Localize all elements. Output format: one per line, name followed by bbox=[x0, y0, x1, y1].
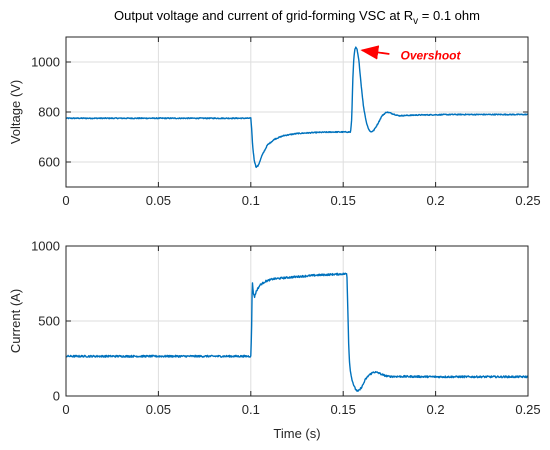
current-series-line bbox=[65, 272, 529, 392]
voltage-ytick-label: 1000 bbox=[31, 55, 60, 70]
voltage-xtick-label: 0.1 bbox=[242, 193, 260, 208]
current-xtick-label: 0.25 bbox=[515, 402, 540, 417]
voltage-ytick-label: 600 bbox=[38, 155, 60, 170]
voltage-xtick-label: 0.05 bbox=[146, 193, 171, 208]
current-xlabel: Time (s) bbox=[273, 426, 320, 441]
current-ytick-label: 500 bbox=[38, 314, 60, 329]
current-xtick-label: 0.1 bbox=[242, 402, 260, 417]
voltage-xtick-label: 0 bbox=[62, 193, 69, 208]
current-ytick-label: 1000 bbox=[31, 239, 60, 254]
current-xtick-label: 0.2 bbox=[427, 402, 445, 417]
current-xtick-label: 0.05 bbox=[146, 402, 171, 417]
voltage-series-line bbox=[65, 46, 529, 169]
current-ytick-label: 0 bbox=[53, 389, 60, 404]
voltage-xtick-label: 0.25 bbox=[515, 193, 540, 208]
voltage-xtick-label: 0.2 bbox=[427, 193, 445, 208]
current-xtick-label: 0 bbox=[62, 402, 69, 417]
voltage-title: Output voltage and current of grid-formi… bbox=[114, 8, 480, 27]
voltage-annotation-arrow bbox=[360, 45, 390, 60]
voltage-ylabel: Voltage (V) bbox=[8, 80, 23, 144]
current-ylabel: Current (A) bbox=[8, 289, 23, 353]
voltage-xtick-label: 0.15 bbox=[331, 193, 356, 208]
voltage-ytick-label: 800 bbox=[38, 105, 60, 120]
current-xtick-label: 0.15 bbox=[331, 402, 356, 417]
voltage-annotation-text: Overshoot bbox=[400, 49, 461, 63]
